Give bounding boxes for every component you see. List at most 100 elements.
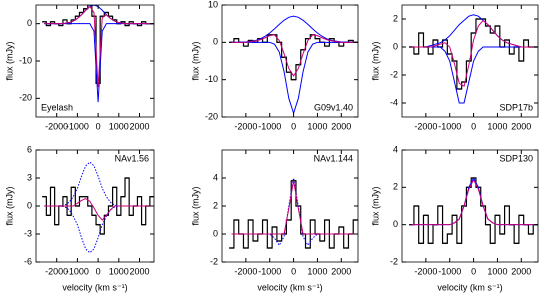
x-tick-label: -1000 [438,266,461,276]
y-axis-label: flux (mJy) [190,42,200,81]
plot-area [229,177,358,249]
x-tick-label: 0 [471,266,476,276]
x-tick-label: 0 [471,121,476,131]
model-curve [231,34,356,77]
step-connector [42,5,154,84]
y-tick-label: 0 [27,18,32,28]
panel-label: NAv1.56 [115,153,149,163]
y-tick-label: 6 [27,144,32,154]
plot-area [42,5,154,103]
x-tick-label: 2000 [511,121,531,131]
y-tick-label: -10 [19,55,32,65]
model-curve [44,5,152,88]
plot-area [42,161,154,254]
x-tick-label: 1000 [109,121,129,131]
plot-frame [401,4,539,118]
y-tick-label: 0 [213,228,218,238]
x-tick-label: 0 [96,266,101,276]
x-tick-label: 2000 [511,266,531,276]
plot-frame [221,149,359,263]
x-tick-label: -2000 [45,121,68,131]
model-curve [231,15,356,43]
x-tick-label: -1000 [66,121,89,131]
model-curve [411,178,536,226]
plot-frame [401,149,539,263]
panel-label: NAv1.144 [314,153,353,163]
x-tick-label: 2000 [129,266,149,276]
panel: -6 -3 0 3 6 -2000-1000 0 1000 2000 flux (mJy) velo… [4,144,155,292]
x-tick-label: -2000 [234,266,257,276]
y-axis-label: flux (mJy) [370,42,380,81]
model-curve [44,161,152,207]
y-tick-label: 2 [213,200,218,210]
x-tick-label: 2000 [129,121,149,131]
y-tick-label: 4 [393,144,398,154]
panel-label: G09v1.40 [314,102,353,112]
model-curve [231,180,356,235]
x-tick-label: -1000 [66,266,89,276]
x-tick-label: 1000 [109,266,129,276]
y-tick-label: -10 [205,74,218,84]
y-tick-label: -2 [210,256,218,266]
step-connector [409,18,538,90]
model-curve [44,197,152,221]
panel-label: SDP17b [499,102,533,112]
model-curve [44,205,152,254]
y-axis-label: flux (mJy) [4,42,14,81]
x-tick-label: 2000 [331,266,351,276]
x-tick-label: -2000 [45,266,68,276]
x-tick-label: -2000 [414,266,437,276]
y-tick-label: -6 [24,256,32,266]
x-axis-label: velocity (km s⁻¹) [257,282,322,292]
x-tick-label: -2000 [234,121,257,131]
step-connector [229,180,358,249]
y-tick-label: 0 [393,41,398,51]
x-tick-label: 2000 [331,121,351,131]
plot-area [409,176,538,244]
plot-frame [221,4,359,118]
panel: -4 -2 0 2 -2000 -1000 0 1000 2000 flux (mJy) SDP17… [370,4,539,131]
model-curve [44,23,152,103]
y-tick-label: -4 [390,97,398,107]
step-connector [409,177,538,244]
y-tick-label: -2 [390,256,398,266]
y-tick-label: 4 [213,172,218,182]
panel: -20 -10 0 10 -2000 -1000 0 1000 2000 flux (mJy) G0… [190,0,359,131]
plot-area [229,15,358,115]
y-tick-label: -20 [205,111,218,121]
y-tick-label: 2 [393,182,398,192]
x-tick-label: 1000 [307,121,327,131]
x-tick-label: 1000 [307,266,327,276]
y-tick-label: -20 [19,93,32,103]
y-tick-label: 0 [393,219,398,229]
panel: -2 0 2 4 -2000 -1000 0 1000 2000 flux (mJy) veloci… [190,149,359,292]
panel: -2 0 2 4 -2000 -1000 0 1000 2000 flux (mJy) veloci… [370,144,539,292]
x-tick-label: -2000 [414,121,437,131]
x-axis-label: velocity (km s⁻¹) [437,282,502,292]
x-tick-label: -1000 [258,266,281,276]
panel-label: SDP130 [499,153,533,163]
y-tick-label: 0 [27,200,32,210]
model-curve [411,176,536,226]
y-tick-label: 2 [393,13,398,23]
y-tick-label: 0 [213,37,218,47]
panel: -20 -10 0 -2000-1000 0 1000 2000 flux (mJy) Eyel… [4,4,155,131]
x-tick-label: 0 [291,121,296,131]
model-curve [411,19,536,87]
plot-area [409,14,538,104]
panel-label: Eyelash [41,102,73,112]
x-tick-label: 1000 [487,266,507,276]
x-tick-label: 0 [96,121,101,131]
x-axis-label: velocity (km s⁻¹) [62,282,127,292]
y-tick-label: -3 [24,228,32,238]
model-curve [411,46,536,104]
y-axis-label: flux (mJy) [370,187,380,226]
y-tick-label: 3 [27,172,32,182]
y-axis-label: flux (mJy) [4,187,14,226]
x-tick-label: 0 [291,266,296,276]
x-tick-label: -1000 [438,121,461,131]
x-tick-label: 1000 [487,121,507,131]
y-tick-label: -2 [390,69,398,79]
